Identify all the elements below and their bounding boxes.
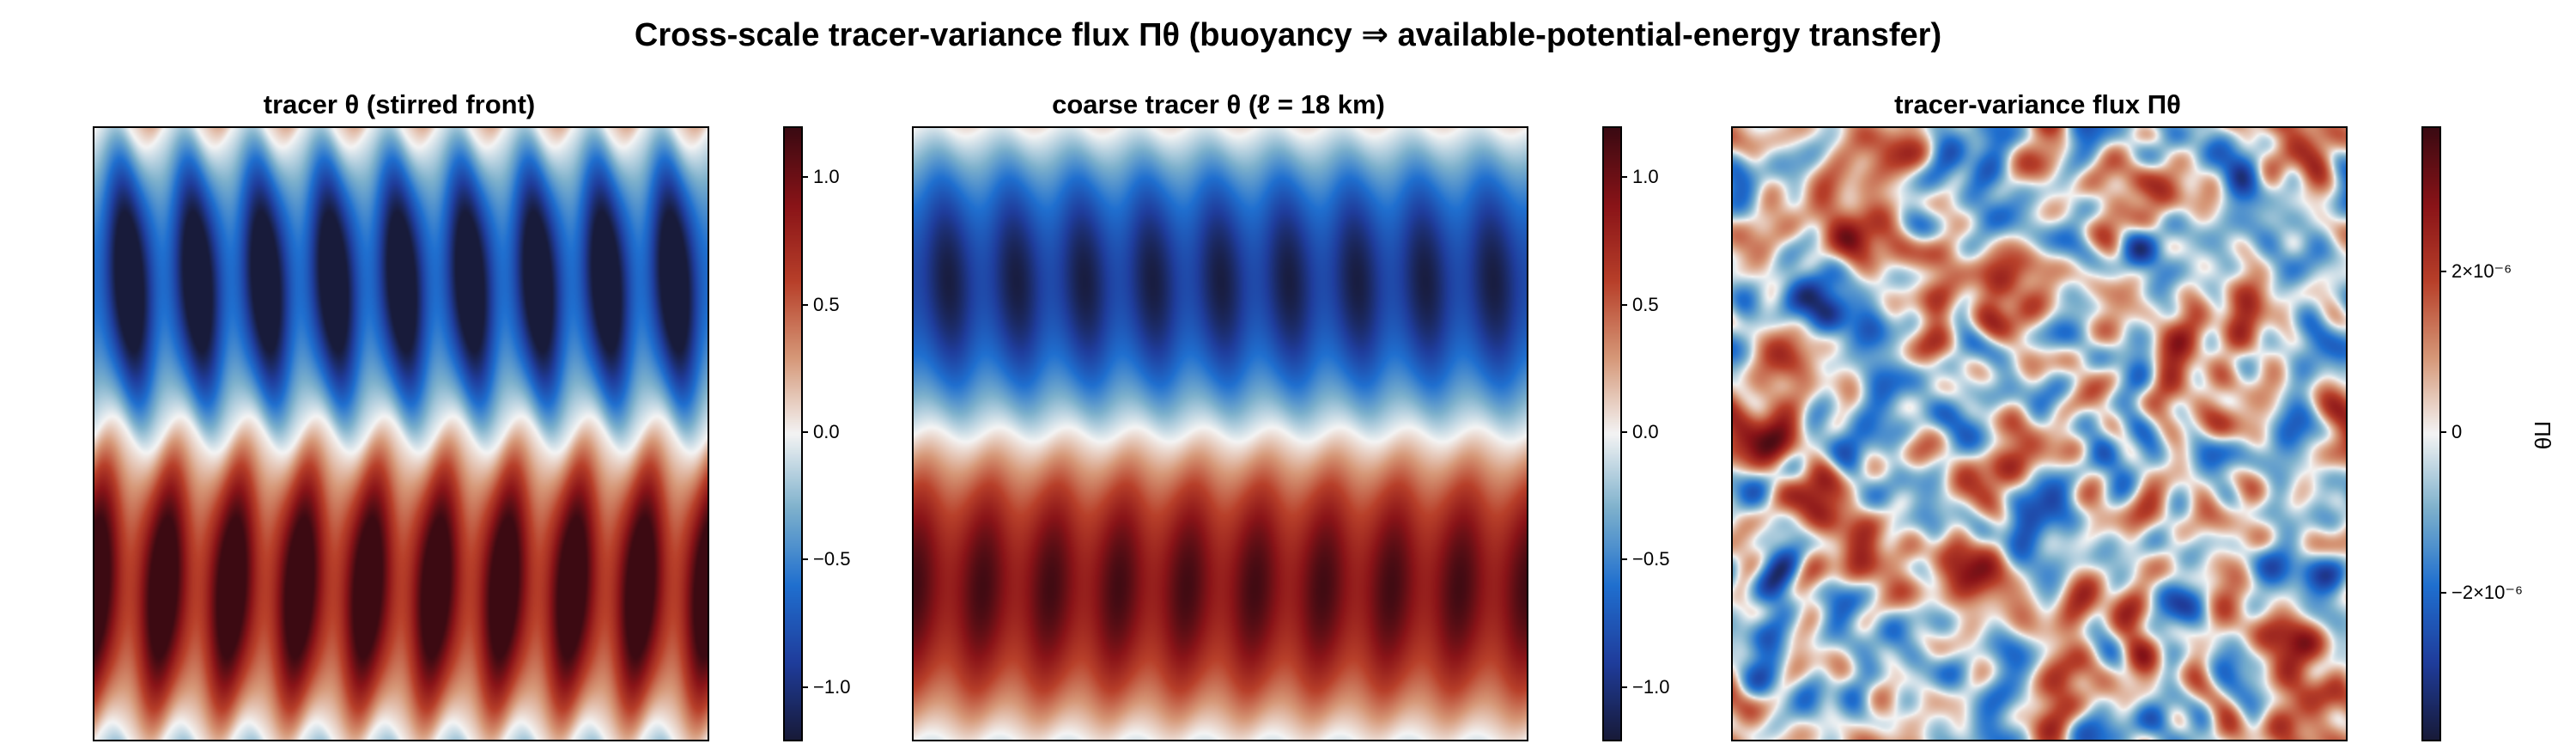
panel-2-colorbar <box>1602 126 1622 741</box>
colorbar-tick <box>1620 558 1627 561</box>
panel-1-title: tracer θ (stirred front) <box>263 89 536 119</box>
colorbar-tick <box>801 686 808 688</box>
colorbar-tick <box>2439 270 2446 272</box>
colorbar-tick-label: −1.0 <box>813 675 851 698</box>
colorbar-tick <box>1620 686 1627 688</box>
colorbar-tick-label: 1.0 <box>813 166 840 188</box>
colorbar-tick <box>2439 431 2446 433</box>
panel-1-colorbar <box>783 126 803 741</box>
colorbar-tick <box>1620 431 1627 433</box>
panel-2-heatmap <box>912 126 1528 741</box>
colorbar-tick <box>801 558 808 561</box>
figure-title: Cross-scale tracer-variance flux Πθ (buo… <box>634 17 1942 53</box>
panel-3-colorbar <box>2421 126 2441 741</box>
colorbar-tick-label: 0.5 <box>813 293 840 315</box>
panel-1-heatmap <box>93 126 709 741</box>
panel-2-title: coarse tracer θ (ℓ = 18 km) <box>1052 89 1385 119</box>
panel-3-heatmap <box>1731 126 2348 741</box>
colorbar-tick-label: 0.0 <box>1632 421 1659 442</box>
colorbar-tick-label: −1.0 <box>1632 675 1670 698</box>
colorbar-tick <box>1620 176 1627 179</box>
colorbar-tick <box>1620 303 1627 306</box>
panel-3-title: tracer-variance flux Πθ <box>1894 89 2181 119</box>
colorbar-tick <box>801 303 808 306</box>
colorbar-tick-label: 0 <box>2451 421 2463 442</box>
colorbar-tick-label: 0.0 <box>813 421 840 442</box>
colorbar-tick-label: 0.5 <box>1632 293 1659 315</box>
colorbar-tick-label: −0.5 <box>813 548 851 570</box>
colorbar-tick-label: −0.5 <box>1632 548 1670 570</box>
panel-3-colorbar-label: Πθ <box>2530 421 2555 450</box>
colorbar-tick-label: −2×10⁻⁶ <box>2451 582 2524 604</box>
colorbar-tick <box>801 431 808 433</box>
colorbar-tick <box>2439 592 2446 594</box>
colorbar-tick <box>801 176 808 179</box>
colorbar-tick-label: 1.0 <box>1632 166 1659 188</box>
colorbar-tick-label: 2×10⁻⁶ <box>2451 259 2512 282</box>
